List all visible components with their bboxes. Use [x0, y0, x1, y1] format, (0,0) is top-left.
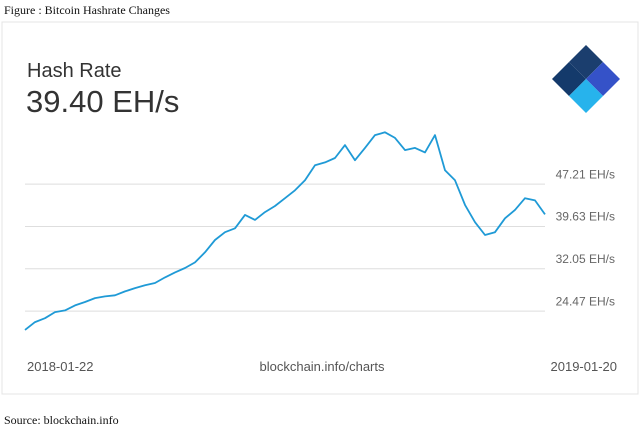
source-annotation: blockchain.info/charts: [259, 359, 385, 374]
y-tick-label: 24.47 EH/s: [556, 294, 615, 308]
x-tick-label: 2018-01-22: [27, 359, 94, 374]
y-tick-label: 47.21 EH/s: [556, 167, 615, 181]
y-tick-label: 39.63 EH/s: [556, 210, 615, 224]
chart-card: [1, 21, 639, 395]
chart-title: Hash Rate: [27, 60, 122, 82]
logo: [552, 45, 620, 113]
y-tick-label: 32.05 EH/s: [556, 252, 615, 266]
data-line: [24, 131, 546, 331]
x-tick-label: 2019-01-20: [551, 359, 618, 374]
figure-caption: Figure : Bitcoin Hashrate Changes: [4, 3, 170, 17]
chart-subtitle: 39.40 EH/s: [26, 84, 179, 119]
source-note: Source: blockchain.info: [4, 413, 119, 427]
